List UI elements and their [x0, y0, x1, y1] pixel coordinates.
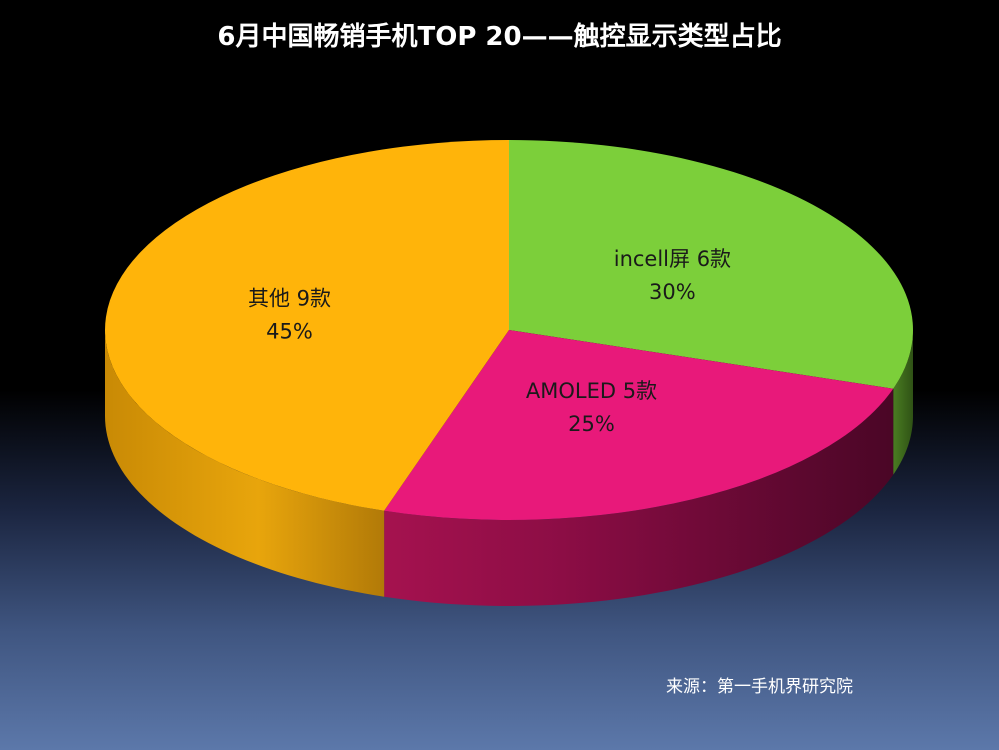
slice-percent-1: 30% [649, 280, 696, 304]
slice-percent-2: 25% [568, 412, 615, 436]
pie-slice-3 [105, 140, 509, 511]
slice-label-2: AMOLED 5款 [526, 379, 657, 403]
slice-percent-3: 45% [266, 320, 313, 344]
slice-label-1: incell屏 6款 [614, 247, 731, 271]
chart-title: 6月中国畅销手机TOP 20——触控显示类型占比 [217, 22, 782, 52]
pie-slice-2 [384, 330, 894, 520]
pie-side-3 [105, 330, 385, 597]
pie-side-2 [384, 388, 894, 606]
source-note: 来源：第一手机界研究院 [666, 677, 853, 697]
pie-side-1 [893, 330, 913, 475]
slice-label-3: 其他 9款 [248, 287, 331, 311]
pie-slice-1 [509, 140, 914, 389]
